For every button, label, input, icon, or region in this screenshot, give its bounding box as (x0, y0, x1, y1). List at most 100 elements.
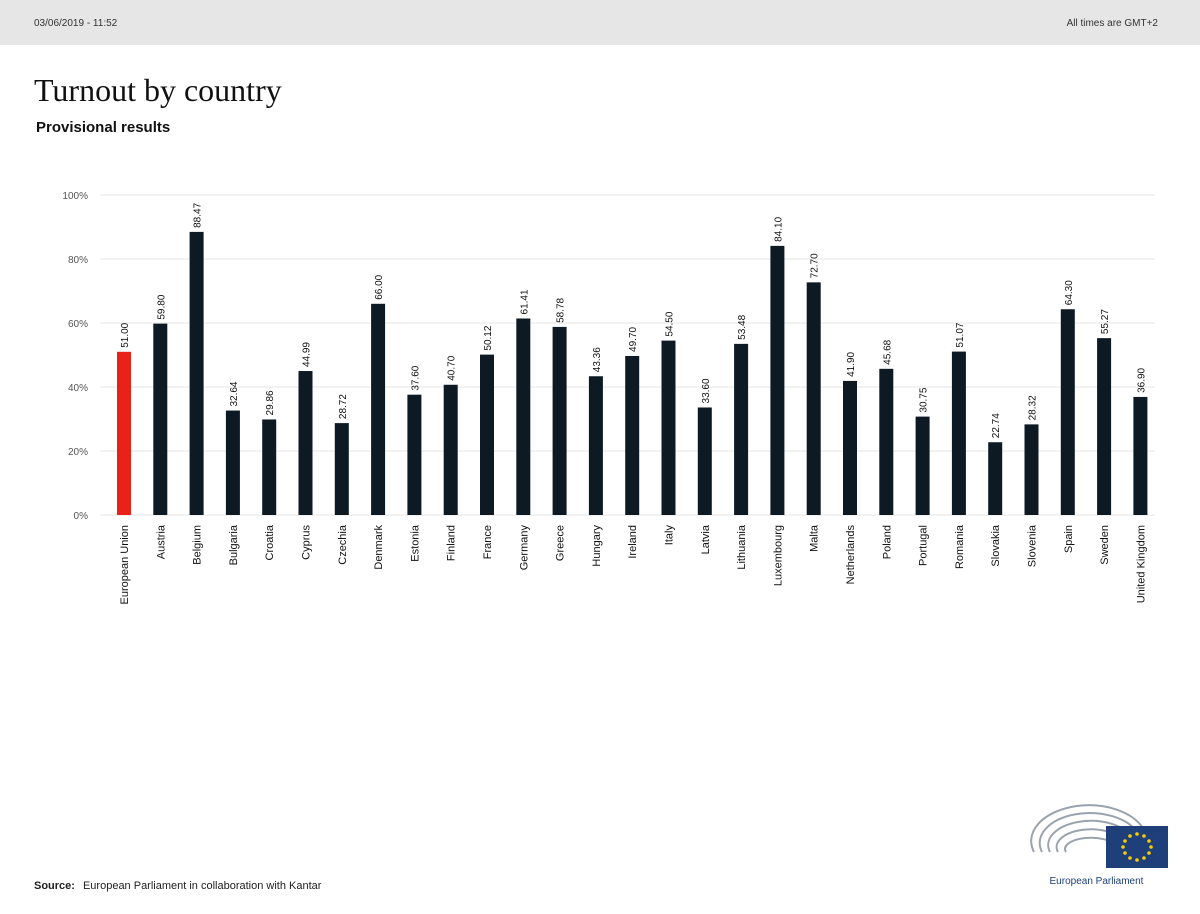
x-tick-label: Hungary (591, 525, 603, 567)
x-tick-label: Denmark (373, 525, 385, 570)
data-label: 43.36 (592, 347, 603, 372)
bar (117, 351, 131, 515)
x-tick-label: Lithuania (736, 524, 748, 570)
bar (770, 245, 785, 515)
logo-text: European Parliament (1049, 876, 1144, 887)
data-label: 36.90 (1136, 367, 1147, 392)
bar (806, 282, 821, 515)
x-tick-label: Portugal (918, 525, 930, 566)
data-label: 44.99 (302, 342, 313, 367)
x-tick-label: Malta (809, 524, 821, 552)
x-tick-label: Bulgaria (228, 524, 240, 565)
x-tick-label: Germany (518, 525, 530, 571)
source-text: European Parliament in collaboration wit… (82, 880, 322, 892)
data-label: 51.07 (955, 322, 966, 347)
bar (1097, 338, 1112, 515)
data-label: 41.90 (846, 351, 857, 376)
data-label: 66.00 (374, 274, 385, 299)
y-tick-label: 80% (68, 255, 88, 266)
data-label: 32.64 (229, 381, 240, 406)
data-label: 28.32 (1028, 395, 1039, 420)
x-tick-label: Ireland (627, 525, 639, 559)
bar (1060, 309, 1075, 515)
timestamp: 03/06/2019 - 11:52 (34, 18, 118, 29)
bar (225, 410, 240, 515)
x-tick-label: Croatia (264, 524, 276, 560)
y-tick-label: 60% (68, 319, 88, 330)
data-label: 40.70 (447, 355, 458, 380)
bar (262, 419, 277, 515)
chart-subtitle: Provisional results (36, 119, 171, 136)
bar (153, 323, 168, 515)
source-note: Source: European Parliament in collaborat… (34, 880, 321, 892)
data-label: 29.86 (265, 390, 276, 415)
bar (298, 371, 313, 515)
bar (371, 303, 386, 515)
data-label: 45.68 (882, 339, 893, 364)
data-label: 72.70 (810, 253, 821, 278)
x-tick-label: Sweden (1099, 525, 1111, 565)
x-tick-label: Czechia (337, 524, 349, 565)
bar (843, 380, 857, 515)
bar (588, 376, 603, 515)
bar (480, 354, 494, 515)
data-label: 50.12 (483, 325, 494, 350)
data-label: 58.78 (556, 297, 567, 322)
data-label: 30.75 (919, 387, 930, 412)
x-tick-label: Netherlands (845, 525, 857, 585)
data-label: 22.74 (991, 413, 1002, 438)
bar (1024, 424, 1039, 515)
data-label: 55.27 (1100, 309, 1111, 334)
bar (1133, 396, 1148, 515)
bar (697, 407, 712, 515)
bar (189, 231, 204, 515)
bar (915, 416, 930, 515)
data-label: 61.41 (519, 289, 530, 314)
bar (734, 343, 749, 515)
bar (516, 318, 531, 515)
x-tick-label: Slovenia (1027, 524, 1039, 567)
data-label: 88.47 (193, 202, 204, 227)
data-label: 33.60 (701, 378, 712, 403)
top-bar: 03/06/2019 - 11:52 All times are GMT+2 (0, 0, 1200, 45)
chart-title: Turnout by country (34, 72, 282, 108)
european-parliament-logo-icon (1030, 804, 1168, 868)
data-label: 54.50 (665, 311, 676, 336)
x-tick-label: Cyprus (301, 525, 313, 560)
bar (407, 394, 422, 515)
bar (625, 355, 640, 515)
x-tick-label: European Union (119, 525, 131, 605)
x-tick-label: Slovakia (990, 524, 1002, 566)
data-label: 49.70 (628, 326, 639, 351)
data-label: 84.10 (773, 216, 784, 241)
data-label: 59.80 (156, 294, 167, 319)
x-tick-label: Poland (881, 525, 893, 559)
data-label: 28.72 (338, 394, 349, 419)
x-tick-label: Finland (446, 525, 458, 561)
data-label: 64.30 (1064, 280, 1075, 305)
x-tick-label: Estonia (409, 524, 421, 562)
data-label: 51.00 (120, 322, 131, 347)
y-tick-label: 40% (68, 383, 88, 394)
x-tick-label: Austria (155, 524, 167, 559)
y-tick-label: 100% (62, 191, 88, 202)
x-tick-label: Belgium (192, 525, 204, 565)
bar (661, 340, 676, 515)
bar (879, 368, 894, 515)
timezone-note: All times are GMT+2 (1066, 18, 1158, 29)
bar (443, 384, 458, 515)
x-tick-label: Latvia (700, 524, 712, 554)
x-tick-label: Spain (1063, 525, 1075, 553)
x-tick-label: Romania (954, 524, 966, 569)
x-tick-label: Luxembourg (772, 525, 784, 586)
bar (552, 326, 567, 515)
x-tick-label: Greece (555, 525, 567, 561)
x-tick-label: France (482, 525, 494, 559)
bar (951, 351, 966, 515)
bar (334, 423, 349, 515)
source-label: Source: (34, 880, 75, 892)
y-tick-label: 20% (68, 447, 88, 458)
x-tick-label: United Kingdom (1135, 525, 1147, 603)
y-tick-label: 0% (74, 511, 89, 522)
